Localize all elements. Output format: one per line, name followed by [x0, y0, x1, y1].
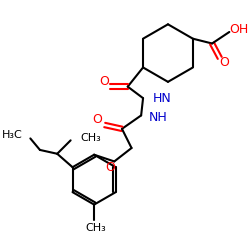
Text: HN: HN: [153, 92, 172, 105]
Text: OH: OH: [229, 22, 248, 36]
Text: O: O: [92, 113, 102, 126]
Text: O: O: [99, 75, 109, 88]
Text: NH: NH: [149, 111, 168, 124]
Text: CH₃: CH₃: [80, 134, 101, 143]
Text: H₃C: H₃C: [2, 130, 23, 140]
Text: O: O: [220, 56, 230, 69]
Text: CH₃: CH₃: [86, 222, 106, 232]
Text: O: O: [106, 161, 116, 174]
